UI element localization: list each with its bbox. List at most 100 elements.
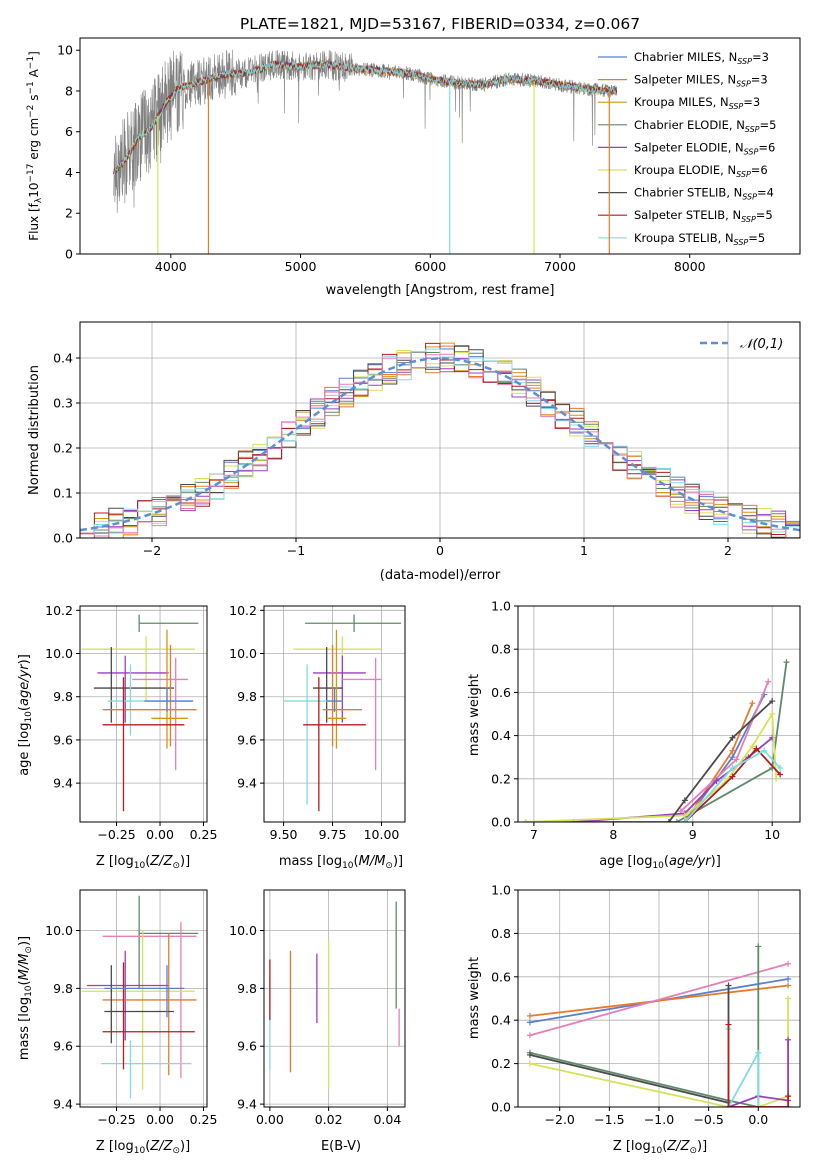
x-tick-label: −1.0	[644, 1112, 674, 1127]
x-tick-label: −0.25	[97, 827, 135, 842]
y-tick-label: 9.8	[53, 981, 73, 996]
plus-marker	[729, 765, 736, 771]
y-tick-label: 9.4	[237, 1097, 257, 1112]
plus-marker	[765, 678, 772, 685]
y-tick-label: 9.6	[53, 732, 73, 747]
y-tick-label: 0.4	[491, 1013, 511, 1028]
legend-label: Salpeter ELODIE, NSSP=6	[634, 140, 775, 156]
x-tick-label: 5000	[285, 259, 317, 274]
mass-weight-line	[529, 962, 789, 1037]
x-tick-label: 0.00	[146, 827, 174, 842]
age-y-label: age [log10(age/yr)]	[17, 654, 34, 776]
plus-marker	[755, 1049, 762, 1056]
x-tick-label: 7	[530, 827, 538, 842]
y-tick-label: 10.0	[45, 646, 73, 661]
plus-marker	[785, 975, 792, 982]
plus-marker	[526, 1032, 533, 1039]
axes-frame	[79, 889, 208, 1108]
y-tick-label: 0.1	[53, 486, 73, 501]
plot-content	[269, 901, 400, 1090]
mass-weight-line	[684, 747, 781, 822]
spectrum-panel: Chabrier MILES, NSSP=3 Salpeter MILES, NS…	[57, 37, 801, 274]
ebv-x-label: E(B-V)	[321, 1139, 361, 1154]
x-tick-label: 8	[609, 827, 617, 842]
y-tick-label: 0.8	[491, 642, 511, 657]
x-tick-label: 6000	[414, 259, 446, 274]
legend-label: Kroupa MILES, NSSP=3	[634, 95, 760, 111]
mass-vs-ebv-panel: 0.00 0.02 0.04 9.4 9.6 9.8 10.0	[229, 889, 406, 1127]
mass-weight-line	[529, 984, 789, 1017]
y-tick-label: 0.2	[491, 1056, 511, 1071]
mass-x-label: mass [log10(M/M⊙)]	[279, 854, 403, 871]
histogram-step	[80, 353, 800, 538]
plus-marker	[526, 1019, 533, 1026]
plus-marker	[777, 765, 784, 771]
plus-marker	[785, 995, 792, 1002]
plus-marker	[681, 812, 688, 819]
x-tick-label: 0.00	[256, 1112, 284, 1127]
y-tick-label: 0.0	[53, 531, 73, 546]
plus-marker	[673, 819, 680, 822]
y-tick-label: 10.0	[229, 923, 257, 938]
plus-marker	[733, 756, 740, 763]
axes-frame	[263, 889, 406, 1108]
x-tick-label: −0.25	[97, 1112, 135, 1127]
x-tick-label: 0.25	[190, 1112, 218, 1127]
residual-histogram-panel: −2 −1 0 1 2 0.0 0.1 0.2 0.3 0.4	[53, 321, 801, 558]
plus-marker	[769, 711, 776, 717]
legend-label: Kroupa ELODIE, NSSP=6	[634, 163, 768, 179]
y-tick-label: 9.4	[237, 776, 257, 791]
mass-weight-line	[525, 662, 788, 822]
mass-weight-vs-age-panel: 7 8 9 10 0.0 0.2 0.4 0.6 0.8 1.0	[491, 599, 801, 842]
grid	[80, 890, 207, 1107]
y-tick-label: 10.2	[45, 603, 73, 618]
axes-frame	[79, 605, 208, 823]
x-tick-label: 0.04	[373, 1112, 401, 1127]
y-tick-label: 10.0	[45, 923, 73, 938]
histogram-step	[80, 345, 800, 538]
x-tick-label: 8000	[674, 259, 706, 274]
x-tick-label: 0.02	[315, 1112, 343, 1127]
x-tick-label: 0.00	[146, 1112, 174, 1127]
x-tick-label: 0.0	[748, 1112, 768, 1127]
y-tick-label: 4	[65, 165, 73, 180]
mass-vs-z-panel: −0.25 0.00 0.25 9.4 9.6 9.8 10.0	[45, 889, 218, 1127]
mass-weight-line	[728, 1039, 789, 1107]
plus-marker	[725, 1021, 732, 1028]
plus-marker	[773, 775, 780, 782]
observed-spectrum	[113, 49, 618, 214]
plus-marker	[785, 1104, 792, 1107]
mass-weight-line	[727, 1024, 789, 1107]
z-x-label-top: Z [log10(Z/Z⊙)]	[96, 854, 190, 871]
y-tick-label: 9.8	[53, 689, 73, 704]
plus-marker	[681, 797, 688, 804]
x-tick-label: −0.5	[693, 1112, 723, 1127]
x-tick-label: 9.50	[270, 827, 298, 842]
y-tick-label: 0	[65, 247, 73, 262]
y-tick-label: 9.6	[237, 1039, 257, 1054]
plus-marker	[681, 819, 688, 822]
x-tick-label: 2	[724, 543, 732, 558]
y-tick-label: 0.4	[491, 728, 511, 743]
grid	[264, 606, 405, 822]
x-tick-label: 7000	[544, 259, 576, 274]
figure-title: PLATE=1821, MJD=53167, FIBERID=0334, z=0…	[240, 15, 640, 33]
x-tick-label: 10.00	[364, 827, 400, 842]
x-tick-label: −2.0	[545, 1112, 575, 1127]
plus-marker	[783, 659, 790, 666]
x-tick-label: −2	[143, 543, 161, 558]
y-tick-label: 0.6	[491, 685, 511, 700]
plus-marker	[526, 1051, 533, 1058]
plus-marker	[526, 1060, 533, 1067]
y-tick-label: 0.2	[491, 771, 511, 786]
y-tick-label: 9.6	[237, 732, 257, 747]
plot-content	[113, 49, 618, 254]
y-tick-label: 1.0	[491, 883, 511, 898]
y-tick-label: 0.6	[491, 969, 511, 984]
plus-marker	[769, 698, 776, 705]
y-tick-label: 6	[65, 124, 73, 139]
axes-frame	[79, 37, 801, 255]
histogram-step	[80, 348, 800, 534]
spectrum-x-label: wavelength [Angstrom, rest frame]	[326, 283, 555, 298]
